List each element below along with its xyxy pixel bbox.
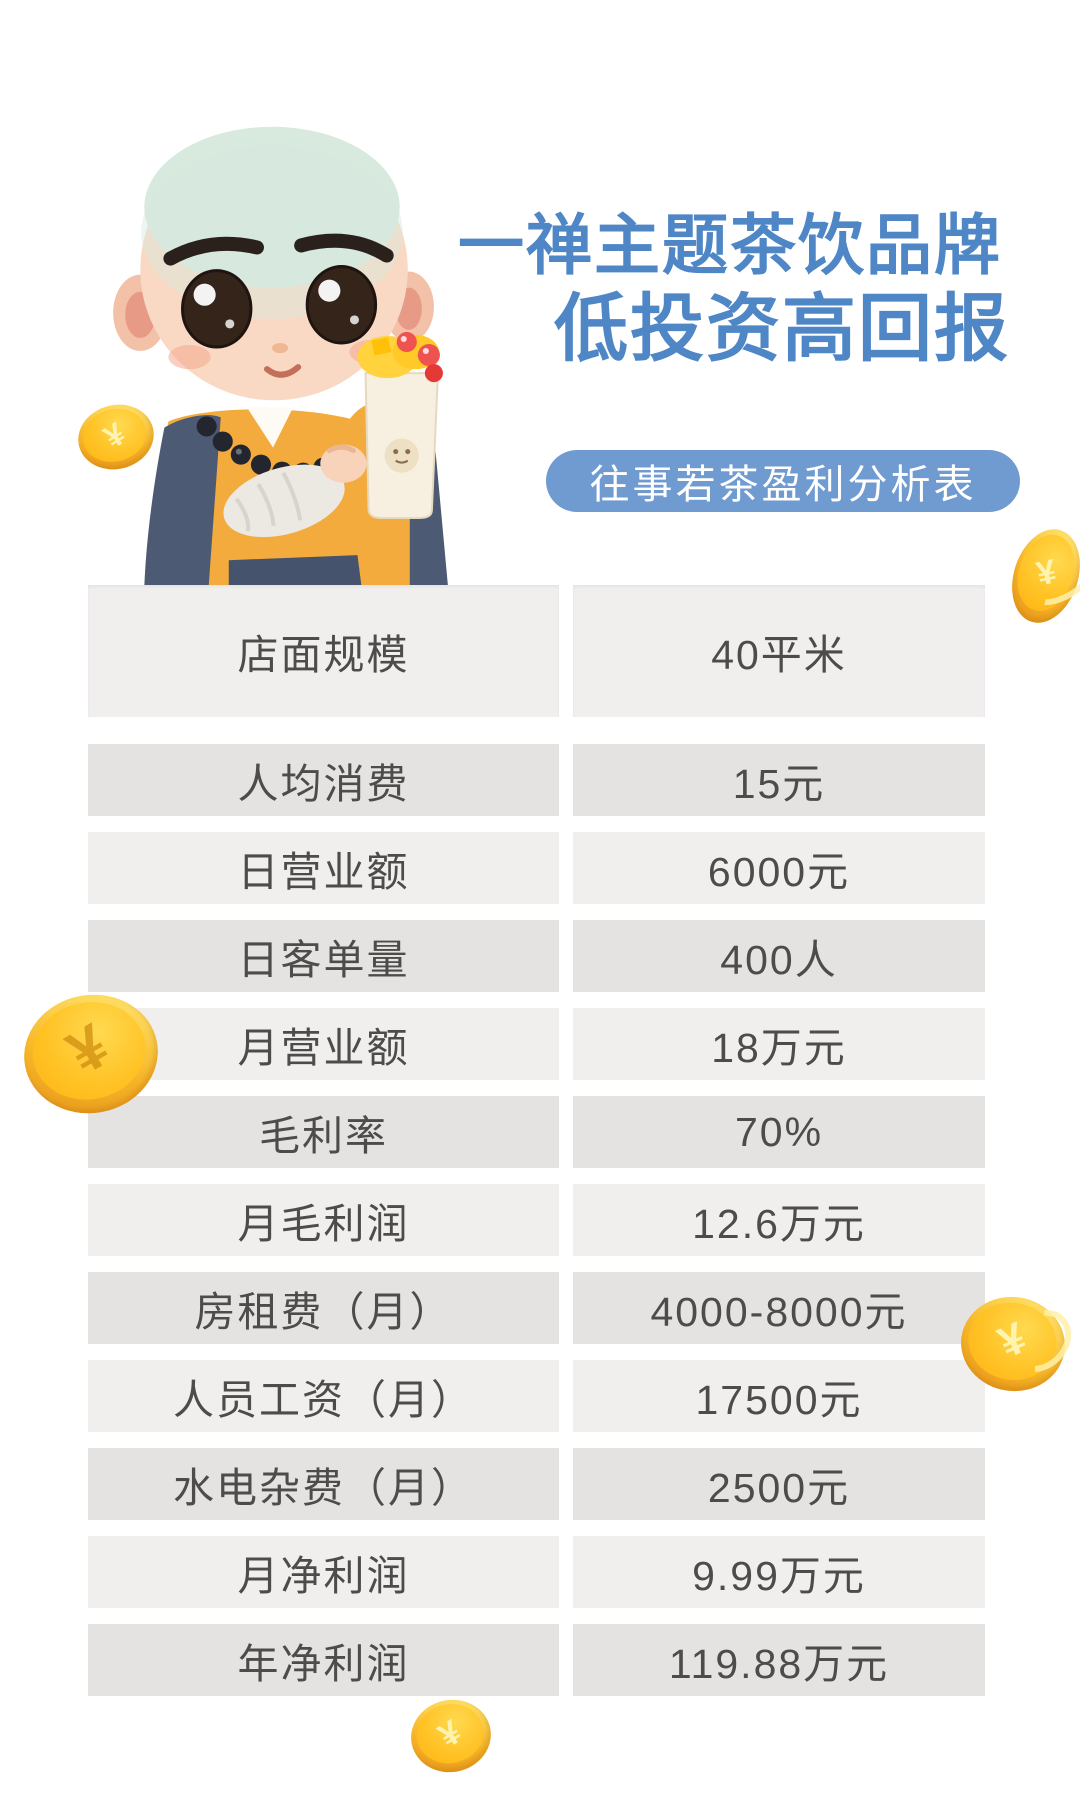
brand-title: 一禅主题茶饮品牌: [458, 208, 1002, 282]
row-label: 月毛利润: [88, 1184, 559, 1256]
subtitle: 低投资高回报: [554, 287, 1010, 370]
table-row: 水电杂费（月） 2500元: [88, 1448, 985, 1520]
row-label: 店面规模: [88, 585, 559, 717]
table-row: 月净利润 9.99万元: [88, 1536, 985, 1608]
table-row: 月营业额 18万元: [88, 1008, 985, 1080]
table-row: 房租费（月） 4000-8000元: [88, 1272, 985, 1344]
row-value: 40平米: [573, 585, 985, 717]
table-row: 店面规模 40平米: [88, 585, 985, 717]
table-row: 月毛利润 12.6万元: [88, 1184, 985, 1256]
table-row: 人均消费 15元: [88, 744, 985, 816]
row-value: 400人: [573, 920, 985, 992]
row-value: 18万元: [573, 1008, 985, 1080]
row-label: 水电杂费（月）: [88, 1448, 559, 1520]
row-label: 房租费（月）: [88, 1272, 559, 1344]
row-value: 6000元: [573, 832, 985, 904]
row-value: 4000-8000元: [573, 1272, 985, 1344]
row-value: 70%: [573, 1096, 985, 1168]
row-label: 日客单量: [88, 920, 559, 992]
analysis-table-badge: 往事若茶盈利分析表: [546, 450, 1020, 512]
monk-character-illustration: [113, 126, 448, 587]
row-label: 人员工资（月）: [88, 1360, 559, 1432]
row-value: 17500元: [573, 1360, 985, 1432]
row-label: 月净利润: [88, 1536, 559, 1608]
row-value: 15元: [573, 744, 985, 816]
table-row: 日营业额 6000元: [88, 832, 985, 904]
row-value: 12.6万元: [573, 1184, 985, 1256]
row-label: 毛利率: [88, 1096, 559, 1168]
row-value: 119.88万元: [573, 1624, 985, 1696]
row-label: 月营业额: [88, 1008, 559, 1080]
table-row: 日客单量 400人: [88, 920, 985, 992]
row-label: 人均消费: [88, 744, 559, 816]
row-value: 2500元: [573, 1448, 985, 1520]
row-label: 年净利润: [88, 1624, 559, 1696]
row-value: 9.99万元: [573, 1536, 985, 1608]
table-row: 年净利润 119.88万元: [88, 1624, 985, 1696]
table-row: 人员工资（月） 17500元: [88, 1360, 985, 1432]
row-label: 日营业额: [88, 832, 559, 904]
table-row: 毛利率 70%: [88, 1096, 985, 1168]
